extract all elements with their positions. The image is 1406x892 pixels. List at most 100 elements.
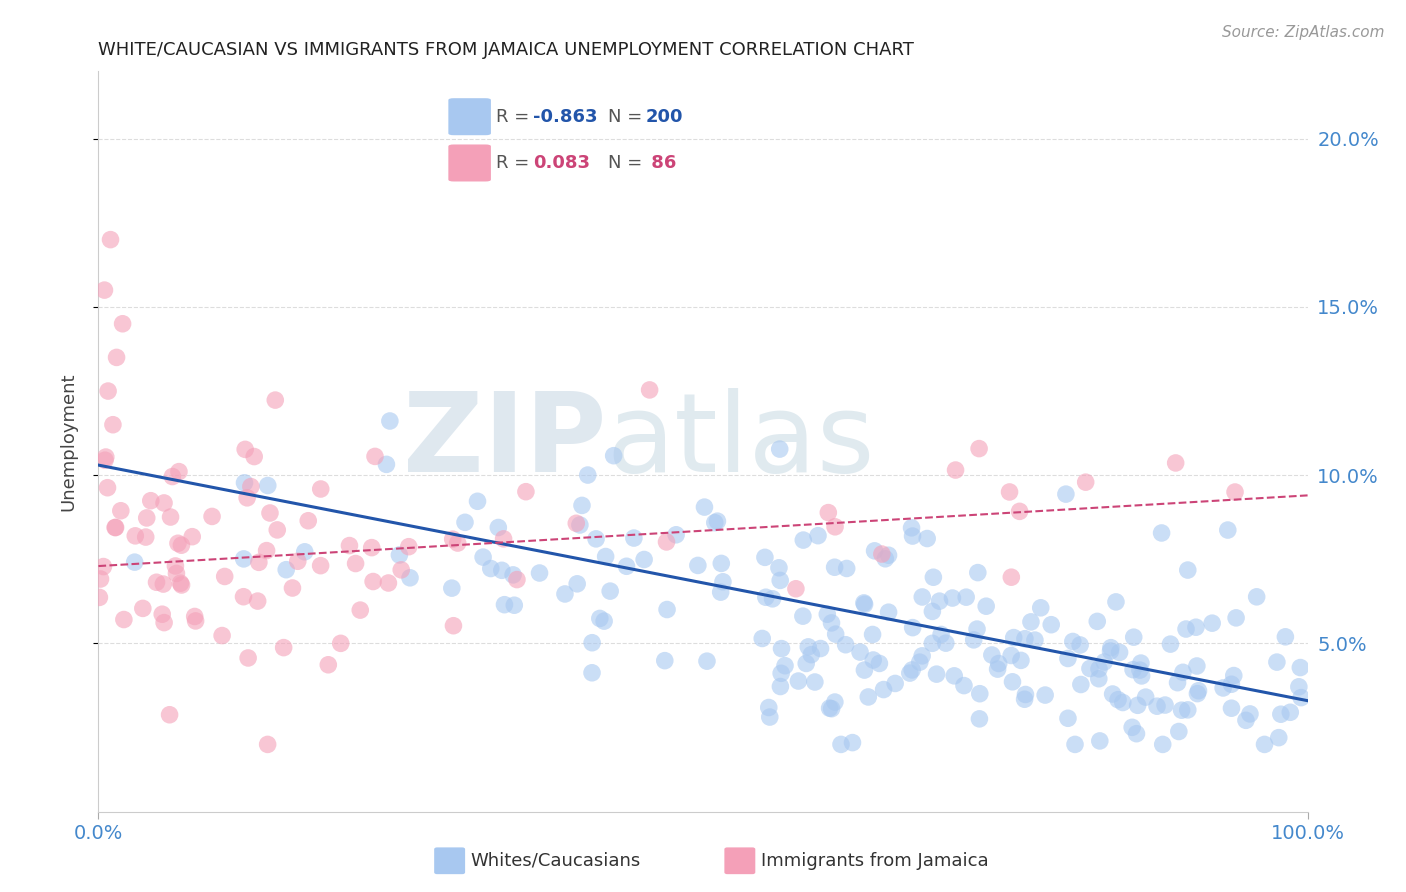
Text: Whites/Caucasians: Whites/Caucasians	[471, 852, 641, 870]
Point	[309, 558, 332, 573]
Point	[159, 707, 181, 722]
Point	[1099, 644, 1122, 658]
Point	[170, 578, 193, 592]
Point	[1175, 622, 1198, 636]
Point	[287, 554, 309, 568]
Point	[1029, 600, 1052, 615]
Point	[329, 636, 352, 650]
Point	[807, 529, 830, 543]
Point	[1010, 653, 1032, 667]
Point	[94, 450, 117, 464]
Point	[1125, 727, 1147, 741]
Point	[183, 609, 205, 624]
Point	[153, 496, 176, 510]
Point	[654, 654, 676, 668]
Point	[124, 555, 146, 569]
Point	[820, 701, 842, 715]
Point	[815, 607, 838, 622]
Point	[1201, 616, 1223, 631]
Point	[1001, 674, 1024, 689]
Point	[360, 541, 382, 555]
Point	[1216, 523, 1239, 537]
Point	[135, 511, 157, 525]
Point	[1223, 485, 1246, 500]
Point	[1154, 698, 1177, 712]
Point	[711, 574, 734, 589]
Point	[1062, 634, 1084, 648]
Point	[101, 417, 124, 432]
Point	[633, 552, 655, 566]
Point	[1088, 672, 1111, 686]
Point	[900, 521, 922, 535]
Point	[758, 700, 780, 714]
Text: atlas: atlas	[606, 388, 875, 495]
Point	[1057, 651, 1080, 665]
Point	[571, 499, 593, 513]
Point	[862, 627, 884, 641]
Point	[281, 581, 304, 595]
Point	[703, 516, 725, 530]
Point	[941, 591, 963, 605]
Point	[824, 695, 846, 709]
Point	[901, 621, 924, 635]
Point	[1150, 525, 1173, 540]
Point	[389, 563, 412, 577]
Point	[1239, 706, 1261, 721]
Point	[1014, 632, 1036, 646]
Point	[181, 530, 204, 544]
Point	[339, 539, 361, 553]
Point	[266, 523, 288, 537]
Point	[1225, 611, 1247, 625]
Point	[1108, 645, 1130, 659]
Point	[1057, 711, 1080, 725]
Point	[243, 450, 266, 464]
Point	[943, 669, 966, 683]
Point	[96, 481, 118, 495]
Point	[124, 529, 146, 543]
Point	[1002, 631, 1025, 645]
Point	[93, 559, 115, 574]
Point	[1274, 630, 1296, 644]
Point	[1289, 690, 1312, 705]
Point	[787, 673, 810, 688]
Point	[751, 632, 773, 646]
Point	[236, 651, 259, 665]
Point	[922, 570, 945, 584]
Point	[935, 636, 957, 650]
Point	[770, 666, 793, 681]
Point	[773, 658, 796, 673]
Point	[841, 736, 863, 750]
Point	[1268, 731, 1291, 745]
Point	[599, 584, 621, 599]
Point	[710, 585, 733, 599]
Point	[911, 648, 934, 663]
Point	[132, 601, 155, 615]
Point	[232, 590, 254, 604]
Point	[89, 572, 111, 586]
Point	[817, 506, 839, 520]
Point	[1099, 640, 1122, 655]
Point	[830, 738, 852, 752]
Y-axis label: Unemployment: Unemployment	[59, 372, 77, 511]
Point	[201, 509, 224, 524]
Point	[1040, 617, 1063, 632]
Point	[755, 591, 778, 605]
Point	[770, 641, 793, 656]
Point	[294, 545, 316, 559]
Point	[792, 609, 814, 624]
Point	[211, 629, 233, 643]
Point	[378, 414, 401, 428]
Point	[110, 504, 132, 518]
Point	[565, 516, 588, 531]
Point	[135, 530, 157, 544]
Point	[1135, 690, 1157, 705]
Point	[581, 636, 603, 650]
Point	[214, 569, 236, 583]
Point	[1234, 714, 1257, 728]
Point	[768, 561, 790, 575]
Point	[852, 596, 875, 610]
Point	[710, 557, 733, 571]
Point	[233, 475, 256, 490]
Point	[105, 351, 128, 365]
Point	[1146, 699, 1168, 714]
